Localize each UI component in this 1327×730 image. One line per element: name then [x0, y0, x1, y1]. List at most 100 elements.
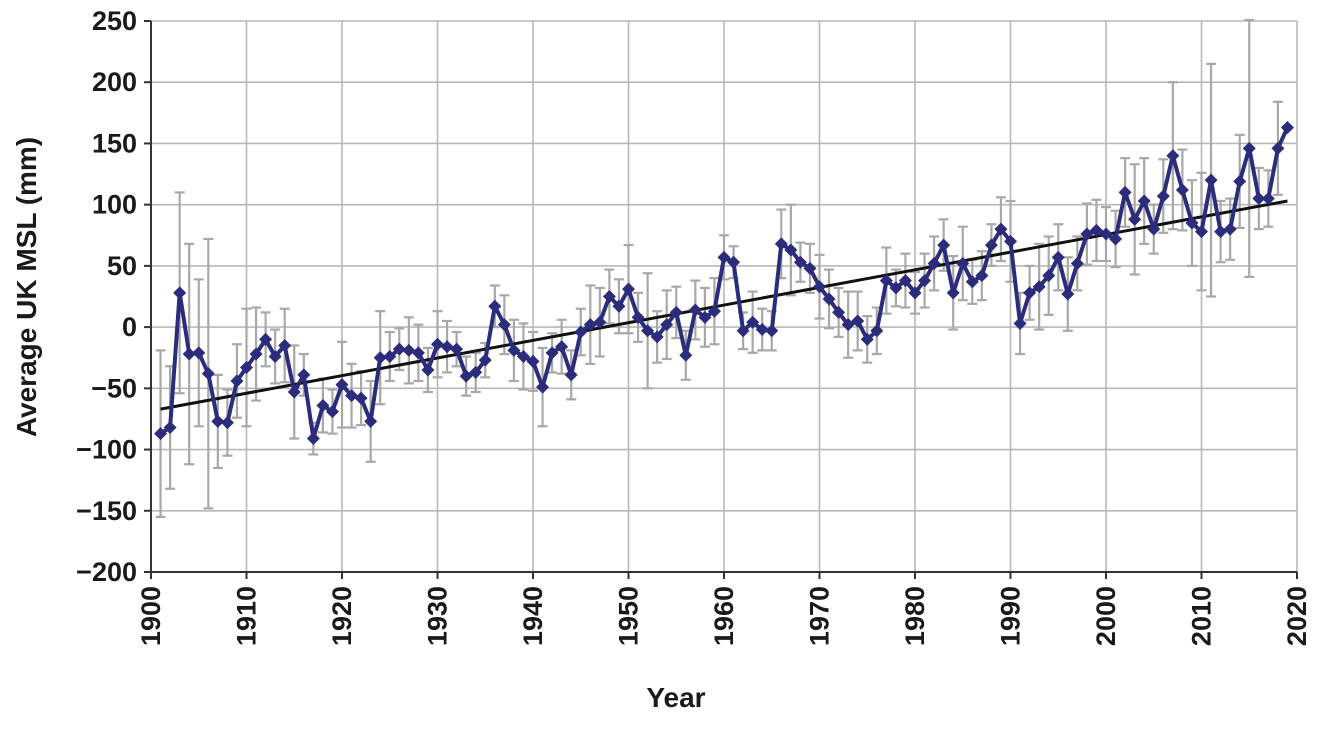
data-point [679, 348, 693, 362]
data-point [660, 318, 674, 332]
data-point [1013, 316, 1027, 330]
data-point [612, 299, 626, 313]
data-point [937, 238, 951, 252]
data-point [841, 318, 855, 332]
data-point [698, 310, 712, 324]
data-point [536, 380, 550, 394]
data-point [402, 343, 416, 357]
data-point [1061, 287, 1075, 301]
data-point [249, 347, 263, 361]
data-point [832, 305, 846, 319]
data-point [946, 286, 960, 300]
data-point [583, 318, 597, 332]
y-tick-label: 50 [107, 251, 137, 281]
data-point [860, 332, 874, 346]
axes [144, 20, 1298, 579]
y-tick-label: 250 [92, 6, 137, 36]
data-point [459, 369, 473, 383]
data-point [918, 274, 932, 288]
x-tick-label: 2010 [1187, 586, 1217, 646]
data-point [1099, 227, 1113, 241]
data-point [1023, 286, 1037, 300]
data-point [526, 354, 540, 368]
y-tick-label: 100 [92, 190, 137, 220]
data-point [736, 324, 750, 338]
data-point [746, 315, 760, 329]
trend-line [160, 199, 1288, 411]
data-point [259, 332, 273, 346]
data-point [545, 346, 559, 360]
data-point [650, 330, 664, 344]
data-point [325, 405, 339, 419]
data-point [1147, 222, 1161, 236]
data-point [297, 368, 311, 382]
data-point [1051, 250, 1065, 264]
data-point [488, 299, 502, 313]
data-point [192, 346, 206, 360]
data-point [1070, 256, 1084, 270]
data-point [220, 416, 234, 430]
data-point [879, 274, 893, 288]
data-point [813, 280, 826, 294]
data-point [1195, 225, 1208, 239]
y-tick-label: −150 [76, 496, 137, 526]
y-axis-title: Average UK MSL (mm) [11, 137, 42, 437]
data-point [1214, 225, 1228, 239]
data-point [364, 414, 378, 428]
data-point [669, 305, 683, 319]
x-tick-label: 1960 [709, 586, 739, 646]
data-point [870, 324, 884, 338]
data-point [898, 274, 912, 288]
data-point [1261, 192, 1275, 206]
data-point [1080, 227, 1094, 241]
data-point [1089, 223, 1103, 237]
data-point [593, 315, 607, 329]
data-point [602, 290, 616, 303]
data-point [889, 281, 903, 295]
data-point [201, 367, 215, 381]
data-point [478, 353, 492, 367]
x-tick-label: 1990 [996, 586, 1026, 646]
data-point [306, 432, 320, 446]
y-tick-label: 0 [122, 312, 137, 342]
y-tick-label: −50 [91, 373, 137, 403]
data-point [688, 303, 702, 317]
gridlines [150, 20, 1298, 573]
data-point [287, 385, 301, 399]
data-point [1042, 269, 1056, 283]
data-point [421, 363, 435, 377]
data-point [574, 325, 588, 339]
data-point [1185, 216, 1199, 230]
data-point [173, 286, 187, 300]
data-point [1109, 232, 1123, 246]
x-tick-label: 1930 [423, 586, 453, 646]
data-point [392, 342, 406, 356]
data-point [1166, 149, 1180, 163]
x-tick-label: 2020 [1282, 586, 1312, 646]
data-point [564, 368, 578, 382]
data-point [793, 255, 807, 269]
data-point [765, 324, 779, 338]
data-point [154, 427, 168, 441]
x-tick-labels: 1900 1910 1920 1930 1940 1950 1960 1970 1980 1990… [136, 586, 1312, 646]
data-point [1137, 194, 1151, 208]
x-tick-label: 1920 [327, 586, 357, 646]
data-point [908, 286, 922, 300]
data-point [211, 414, 225, 428]
data-point [1223, 222, 1237, 236]
data-point [641, 324, 655, 338]
data-point [1252, 192, 1266, 206]
data-point [1118, 185, 1132, 199]
data-point [354, 391, 368, 405]
trend-group [160, 199, 1288, 411]
data-point [784, 243, 798, 257]
data-point [411, 346, 425, 360]
data-point [622, 282, 635, 296]
data-point [383, 349, 397, 363]
data-point [975, 269, 989, 283]
y-tick-label: 200 [92, 67, 137, 97]
data-point [774, 237, 788, 251]
y-tick-label: 150 [92, 128, 137, 158]
x-tick-label: 1970 [805, 586, 835, 646]
